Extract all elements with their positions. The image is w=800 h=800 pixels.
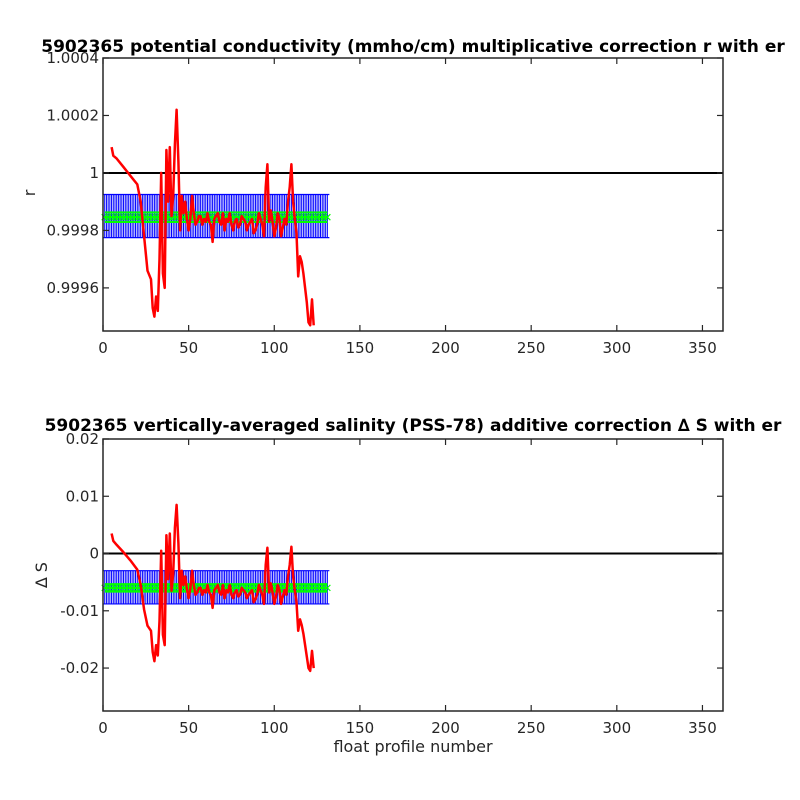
top-chart-ytick-label: 1 <box>89 164 99 182</box>
bottom-chart-ticks: 0 50 100 150 200 250 300 350 -0.02 -0.01 0 0.01 0.02 <box>60 430 723 737</box>
top-chart-xtick-label: 100 <box>260 339 289 357</box>
top-chart-ytick-label: 0.9996 <box>47 279 100 297</box>
bottom-chart-xtick-label: 350 <box>688 719 717 737</box>
bottom-chart-ytick-label: 0.02 <box>66 430 99 448</box>
top-chart-ticks: 0 50 100 150 200 250 300 350 0.9996 0.9998 1 1.0002… <box>47 49 723 357</box>
top-chart-axes-box <box>102 57 724 332</box>
top-chart-xtick-label: 0 <box>98 339 108 357</box>
bottom-chart-xtick-label: 100 <box>260 719 289 737</box>
bottom-chart-xlabel: float profile number <box>333 737 493 756</box>
bottom-chart-marks <box>101 503 723 673</box>
bottom-chart-ytick-label: 0 <box>89 545 99 563</box>
top-chart-ytick-label: 1.0004 <box>47 49 100 67</box>
bottom-chart-xtick-label: 50 <box>179 719 198 737</box>
top-chart-xtick-label: 300 <box>602 339 631 357</box>
bottom-chart-ylabel: ∆ S <box>32 562 51 589</box>
bottom-chart-xtick-label: 300 <box>602 719 631 737</box>
bottom-chart-center-marker <box>323 584 331 592</box>
bottom-chart-xtick-label: 150 <box>346 719 375 737</box>
top-chart-xtick-label: 250 <box>517 339 546 357</box>
bottom-chart-xtick-label: 200 <box>431 719 460 737</box>
top-chart-xtick-label: 50 <box>179 339 198 357</box>
bottom-chart-xtick-label: 250 <box>517 719 546 737</box>
top-chart-ytick-label: 0.9998 <box>47 221 100 239</box>
top-chart-ytick-label: 1.0002 <box>47 106 100 124</box>
top-chart-xtick-label: 150 <box>346 339 375 357</box>
top-chart-xtick-label: 350 <box>688 339 717 357</box>
top-chart-series-line <box>110 108 315 327</box>
top-chart: 5902365 potential conductivity (mmho/cm)… <box>20 37 785 357</box>
top-chart-marks <box>101 108 723 327</box>
top-chart-title: 5902365 potential conductivity (mmho/cm)… <box>41 37 785 57</box>
bottom-chart-axes-box <box>102 438 724 712</box>
bottom-chart-title: 5902365 vertically-averaged salinity (PS… <box>45 416 782 436</box>
bottom-chart-ytick-label: -0.02 <box>60 659 99 677</box>
bottom-chart: 5902365 vertically-averaged salinity (PS… <box>32 416 782 756</box>
bottom-chart-xtick-label: 0 <box>98 719 108 737</box>
bottom-chart-series-line <box>110 503 315 673</box>
top-chart-center-marker <box>323 213 331 221</box>
top-chart-ylabel: r <box>20 189 39 196</box>
top-chart-xtick-label: 200 <box>431 339 460 357</box>
bottom-chart-ytick-label: 0.01 <box>66 487 99 505</box>
bottom-chart-ytick-label: -0.01 <box>60 602 99 620</box>
